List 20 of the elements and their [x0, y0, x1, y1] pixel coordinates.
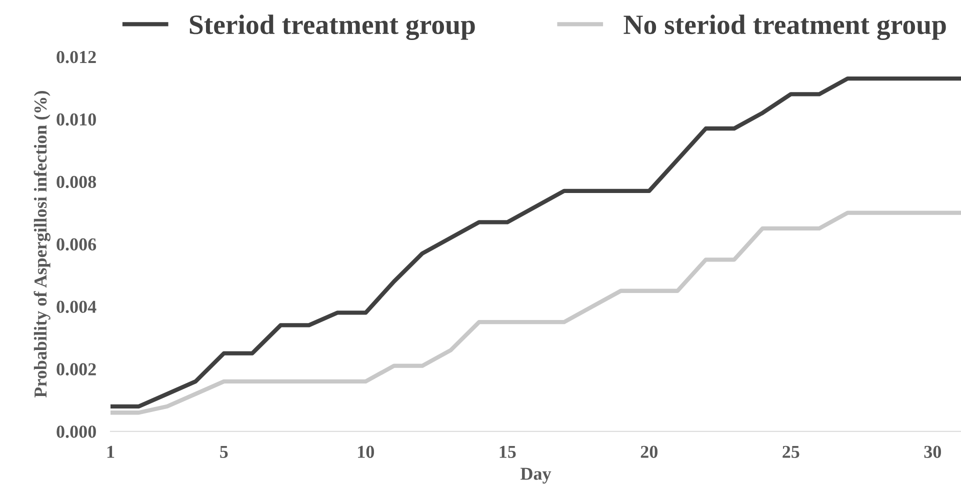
x-tick-label: 10 — [358, 446, 374, 458]
y-tick-label: 0.004 — [56, 300, 96, 314]
x-tick-label: 30 — [924, 446, 941, 458]
y-axis-title: Probability of Aspergillosi infection (%) — [34, 91, 50, 398]
legend-label: No steriod treatment group — [624, 14, 946, 40]
x-axis-title: Day — [520, 468, 552, 484]
y-tick-label: 0.012 — [56, 50, 96, 64]
x-tick-label: 15 — [500, 446, 516, 458]
y-tick-label: 0.002 — [56, 363, 96, 376]
line-series — [110, 76, 961, 408]
y-tick-label: 0.010 — [56, 113, 96, 126]
x-tick-label: 25 — [782, 446, 800, 458]
x-tick-label: 1 — [107, 446, 114, 458]
legend-label: Steriod treatment group — [190, 14, 475, 40]
x-tick-label: 5 — [220, 446, 228, 458]
y-tick-label: 0.000 — [56, 426, 96, 438]
line-series — [110, 210, 961, 415]
x-tick-label: 20 — [640, 446, 658, 458]
y-tick-label: 0.006 — [56, 238, 96, 251]
y-tick-label: 0.008 — [56, 176, 96, 188]
